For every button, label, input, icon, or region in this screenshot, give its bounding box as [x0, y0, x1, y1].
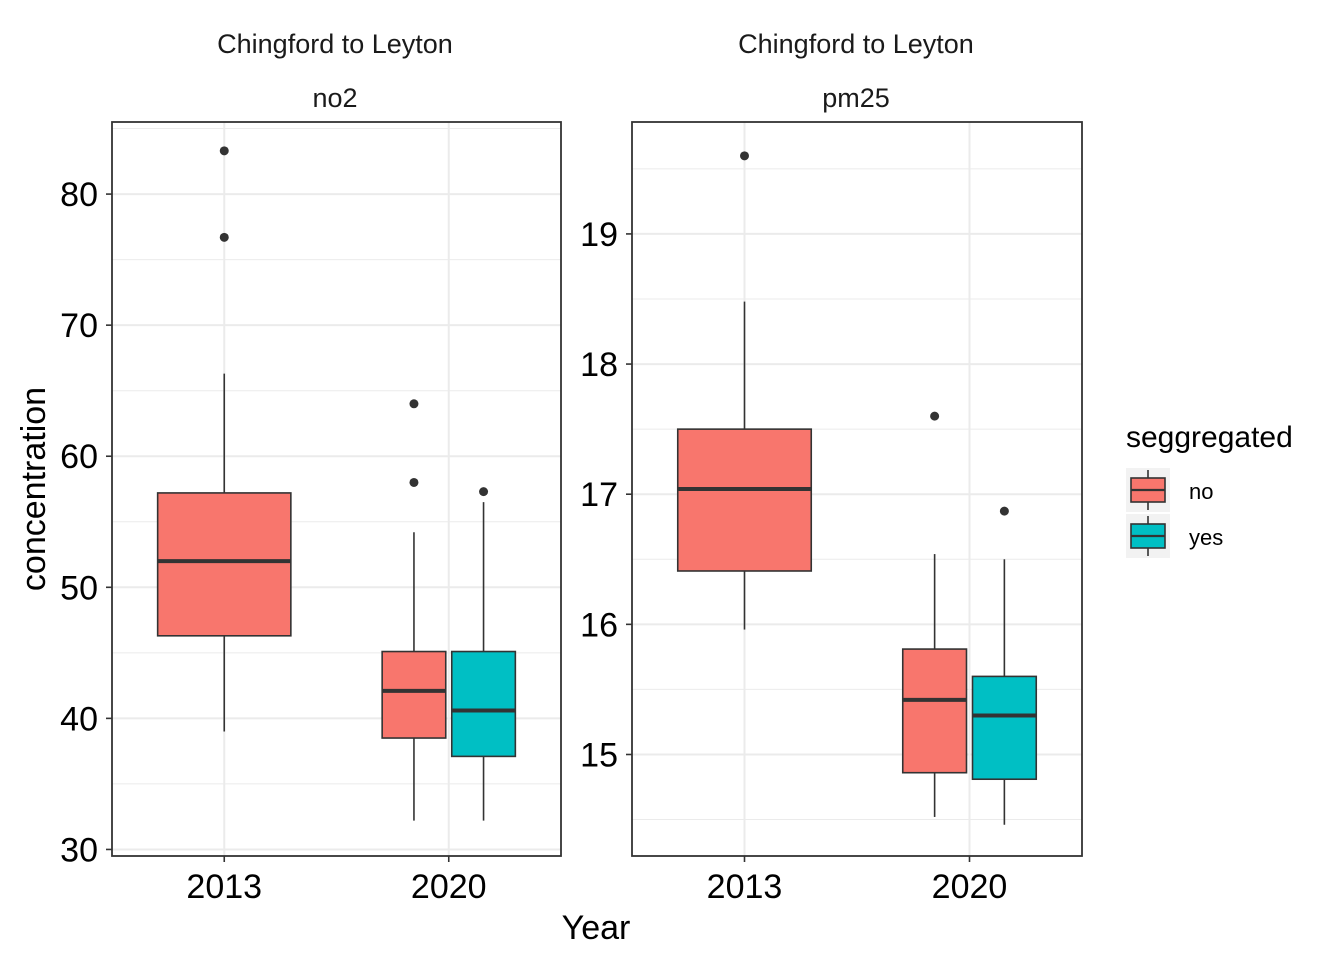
- x-axis-title: Year: [562, 909, 631, 947]
- outlier-point: [999, 506, 1009, 516]
- outlier-point: [409, 477, 419, 487]
- x-tick-label: 2013: [186, 868, 262, 906]
- x-tick-label: 2020: [411, 868, 487, 906]
- legend-key-yes: [1126, 514, 1170, 558]
- panel-no2-title: Chingford to Leyton: [217, 29, 453, 59]
- y-tick-label: 16: [580, 606, 618, 644]
- outlier-point: [219, 146, 229, 156]
- box-body: [450, 650, 517, 758]
- panel-pm25-title: Chingford to Leyton: [738, 29, 974, 59]
- box-yes-2020: [450, 487, 517, 821]
- box-no-2013: [676, 151, 813, 630]
- legend-title: seggregated: [1126, 421, 1293, 454]
- y-tick-label: 18: [580, 346, 618, 384]
- panel-no2-subtitle: no2: [312, 83, 357, 113]
- outlier-point: [219, 232, 229, 242]
- outlier-point: [930, 411, 940, 421]
- legend-key-no: [1126, 468, 1170, 512]
- legend: seggregated no yes: [1126, 421, 1293, 558]
- panel-border: [111, 121, 562, 857]
- box-body: [381, 650, 447, 739]
- box-no-2020: [381, 399, 447, 821]
- legend-label-yes: yes: [1189, 525, 1223, 550]
- box-body: [901, 648, 968, 774]
- y-tick-label: 50: [60, 569, 98, 607]
- x-tick-label: 2013: [707, 868, 783, 906]
- legend-label-no: no: [1189, 479, 1213, 504]
- x-tick-label: 2020: [932, 868, 1008, 906]
- box-yes-2020: [971, 506, 1038, 825]
- y-tick-label: 15: [580, 736, 618, 774]
- outlier-point: [479, 487, 489, 497]
- box-body: [156, 492, 292, 637]
- outlier-point: [409, 399, 419, 409]
- y-tick-label: 60: [60, 438, 98, 476]
- panel-pm25-subtitle: pm25: [822, 83, 890, 113]
- box-no-2013: [156, 146, 292, 732]
- panel-pm25: 15 16 17 18 19 2013 2020: [580, 121, 1083, 906]
- y-tick-label: 19: [580, 216, 618, 254]
- y-axis-title: concentration: [15, 387, 53, 591]
- y-tick-label: 17: [580, 476, 618, 514]
- box-no-2020: [901, 411, 968, 817]
- y-tick-label: 40: [60, 700, 98, 738]
- box-body: [971, 675, 1038, 781]
- y-tick-label: 30: [60, 831, 98, 869]
- panel-border: [631, 121, 1083, 857]
- panel-no2: 30 40 50 60 70 80 2013 2020: [60, 121, 562, 906]
- y-tick-label: 80: [60, 176, 98, 214]
- outlier-point: [740, 151, 749, 161]
- y-tick-label: 70: [60, 307, 98, 345]
- box-body: [676, 428, 813, 572]
- panels: 30 40 50 60 70 80 2013 2020 15 16 17 18 19 2013 2020: [60, 121, 1083, 906]
